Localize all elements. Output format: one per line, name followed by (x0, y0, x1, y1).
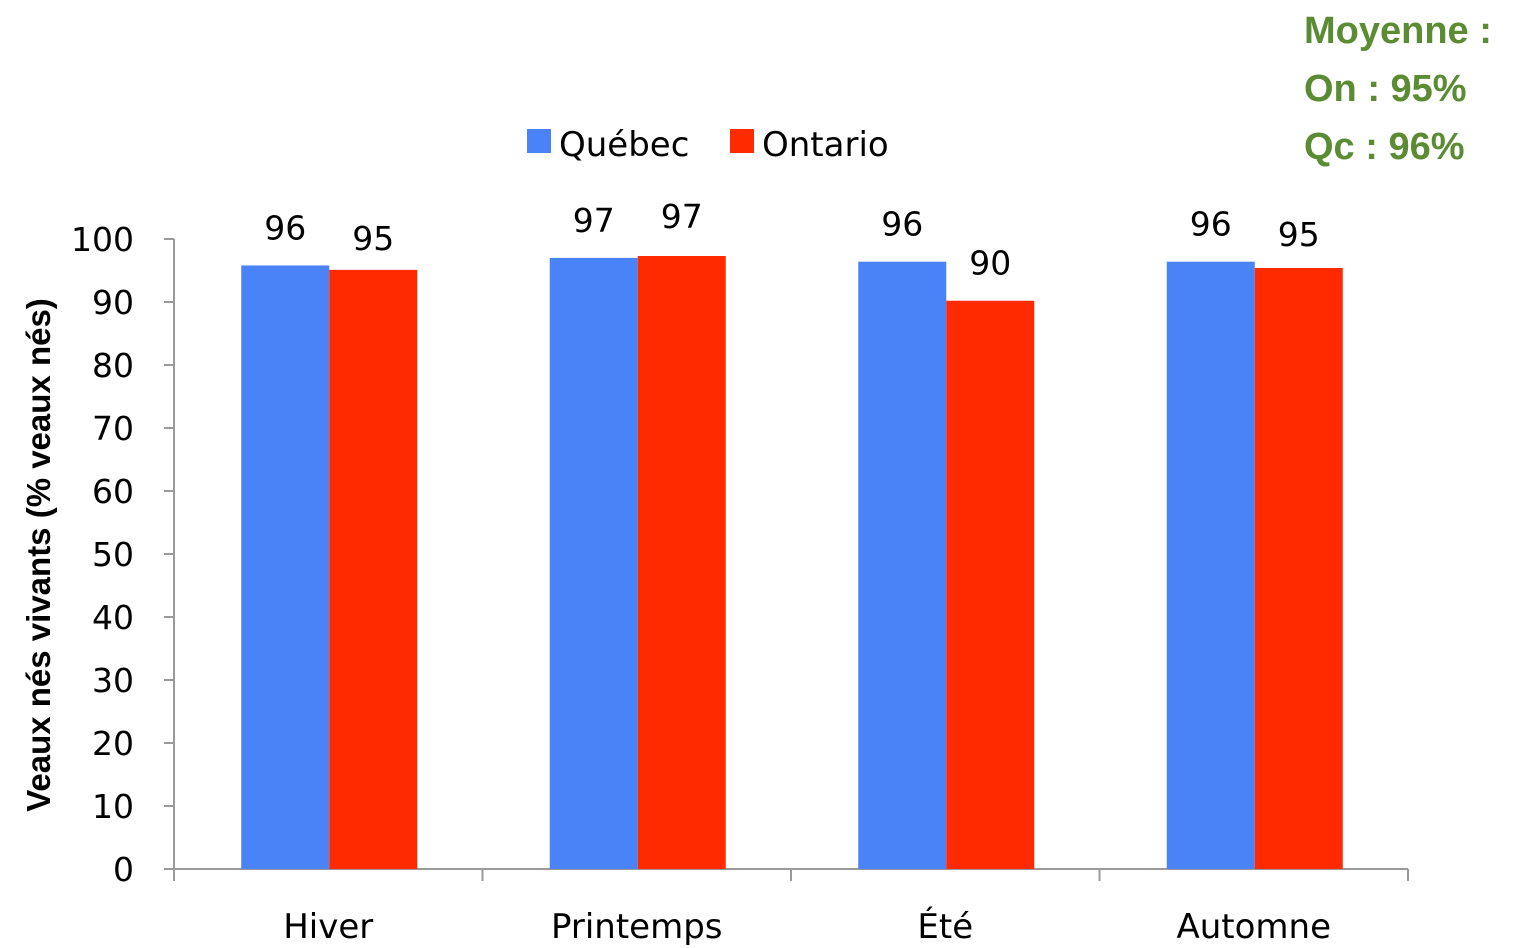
y-tick-label: 100 (71, 220, 134, 259)
y-tick-label: 60 (92, 472, 134, 511)
legend-label-ontario: Ontario (762, 125, 889, 165)
x-tick-label: Hiver (283, 907, 373, 947)
legend: Québec Ontario (527, 125, 889, 165)
bar-ontario-0 (329, 269, 418, 869)
y-tick-label: 80 (92, 346, 134, 385)
bar-quebec-2 (858, 261, 947, 869)
y-axis-title: Veaux nés vivants (% veaux nés) (20, 298, 57, 812)
value-label-quebec-1: 97 (573, 201, 615, 240)
average-quebec: Qc : 96% (1304, 126, 1465, 168)
x-tick-label: Automne (1176, 907, 1331, 947)
bars (241, 256, 1343, 870)
value-label-ontario-0: 95 (352, 219, 394, 258)
bar-quebec-0 (241, 265, 330, 870)
value-label-quebec-0: 96 (264, 208, 306, 247)
value-label-quebec-3: 96 (1190, 205, 1232, 244)
y-tick-label: 20 (92, 724, 134, 763)
y-tick-label: 0 (113, 850, 134, 889)
bar-ontario-2 (946, 300, 1035, 869)
value-label-quebec-2: 96 (881, 205, 923, 244)
average-ontario: On : 95% (1304, 68, 1467, 110)
y-tick-label: 10 (92, 787, 134, 826)
bar-ontario-1 (637, 256, 726, 869)
y-tick-label: 70 (92, 409, 134, 448)
legend-label-quebec: Québec (559, 125, 689, 165)
y-tick-labels: 0 10 20 30 40 50 60 70 80 90 100 (71, 220, 134, 889)
x-tick-labels: Hiver Printemps Été Automne (283, 906, 1331, 947)
y-tick-label: 50 (92, 535, 134, 574)
average-title: Moyenne : (1304, 10, 1492, 52)
bar-quebec-3 (1166, 261, 1255, 869)
value-label-ontario-3: 95 (1278, 215, 1320, 254)
legend-swatch-ontario (730, 129, 754, 153)
x-tick-label: Printemps (551, 907, 723, 947)
bar-quebec-1 (549, 257, 638, 869)
value-label-ontario-1: 97 (661, 197, 703, 236)
average-annotation: Moyenne : On : 95% Qc : 96% (1304, 2, 1492, 176)
value-label-ontario-2: 90 (969, 244, 1011, 283)
y-tick-label: 30 (92, 661, 134, 700)
y-tick-label: 90 (92, 283, 134, 322)
bar-ontario-3 (1254, 267, 1343, 870)
value-labels: 96 95 97 97 96 90 96 95 (264, 197, 1320, 283)
y-tick-label: 40 (92, 598, 134, 637)
x-tick-label: Été (917, 906, 973, 947)
legend-swatch-quebec (527, 129, 551, 153)
